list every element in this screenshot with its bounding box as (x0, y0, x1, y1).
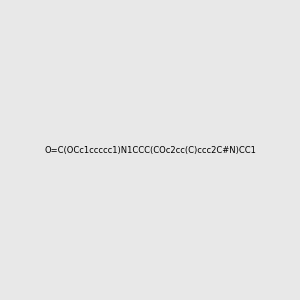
Text: O=C(OCc1ccccc1)N1CCC(COc2cc(C)ccc2C#N)CC1: O=C(OCc1ccccc1)N1CCC(COc2cc(C)ccc2C#N)CC… (44, 146, 256, 154)
